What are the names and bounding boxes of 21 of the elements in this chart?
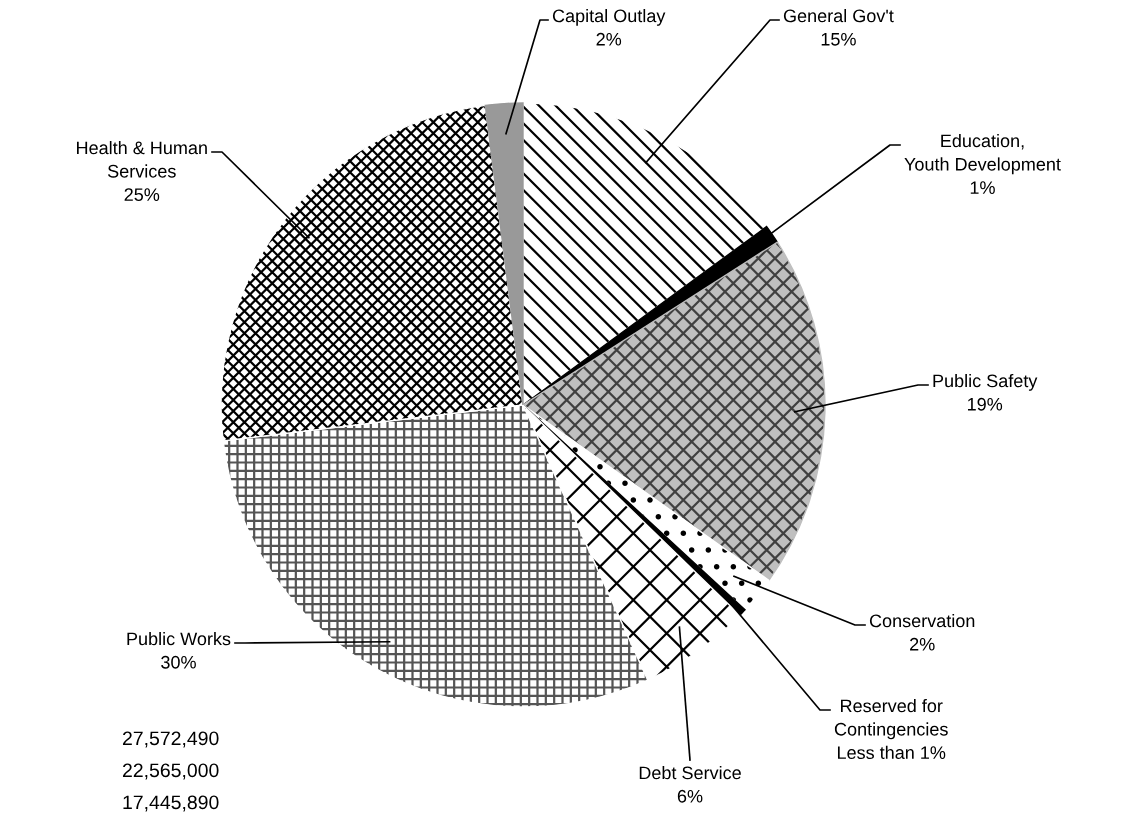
text: 17,445,890 (123, 795, 219, 812)
slice-label: Debt Service (639, 766, 741, 780)
slice-label: Reserved for Contingencies (834, 699, 948, 740)
data-label: 6% (677, 789, 703, 803)
text: 27,572,490 (122, 731, 219, 748)
slice-label: Conservation (869, 614, 975, 628)
data-label: 30% (161, 655, 196, 669)
data-label: 2% (596, 32, 622, 46)
data-label: Less than 1% (837, 745, 946, 760)
slice-label: Public Works (127, 632, 231, 646)
data-label: 2% (910, 637, 935, 651)
slice-label: General Gov't (783, 9, 894, 23)
data-label: 25% (124, 188, 160, 202)
data-label: 1% (970, 181, 995, 194)
data-label: 19% (968, 397, 1003, 411)
slice-label: Health & Human Services (77, 141, 207, 178)
data-label: 15% (821, 32, 856, 46)
slice-label: Education, Youth Development (904, 134, 1061, 175)
slice-label: Capital Outlay (552, 9, 666, 26)
slice-label: Public Safety (933, 374, 1038, 391)
text: 22,565,000 (122, 763, 219, 780)
